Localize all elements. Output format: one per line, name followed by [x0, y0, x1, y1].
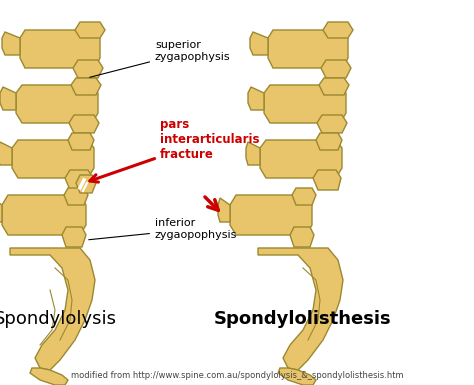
- Text: modified from http://www.spine.com.au/spondylolysis_&_spondylolisthesis.htm: modified from http://www.spine.com.au/sp…: [71, 371, 403, 380]
- Polygon shape: [12, 140, 94, 178]
- Polygon shape: [71, 78, 101, 95]
- Polygon shape: [65, 170, 93, 190]
- Text: superior
zygapophysis: superior zygapophysis: [90, 40, 231, 77]
- Polygon shape: [268, 30, 348, 68]
- Polygon shape: [317, 115, 347, 133]
- Polygon shape: [323, 22, 353, 38]
- Polygon shape: [16, 85, 98, 123]
- Polygon shape: [250, 32, 268, 55]
- Polygon shape: [319, 78, 349, 95]
- Text: Spondylolysis: Spondylolysis: [0, 310, 117, 328]
- Polygon shape: [30, 368, 68, 385]
- Polygon shape: [2, 32, 20, 55]
- Polygon shape: [290, 227, 314, 247]
- Polygon shape: [313, 170, 341, 190]
- Polygon shape: [292, 188, 316, 205]
- Text: inferior
zygaopophysis: inferior zygaopophysis: [89, 218, 237, 240]
- Polygon shape: [278, 368, 316, 385]
- Polygon shape: [2, 195, 86, 235]
- Polygon shape: [218, 198, 230, 222]
- Polygon shape: [258, 248, 343, 370]
- Polygon shape: [0, 87, 16, 110]
- Polygon shape: [248, 87, 264, 110]
- Polygon shape: [316, 133, 342, 150]
- Polygon shape: [20, 30, 100, 68]
- Polygon shape: [62, 227, 86, 247]
- Polygon shape: [64, 188, 88, 205]
- Polygon shape: [10, 248, 95, 370]
- Polygon shape: [68, 133, 94, 150]
- Polygon shape: [73, 60, 103, 78]
- Polygon shape: [69, 115, 99, 133]
- Polygon shape: [264, 85, 346, 123]
- Polygon shape: [0, 198, 2, 222]
- Polygon shape: [246, 142, 260, 165]
- Text: Spondylolisthesis: Spondylolisthesis: [214, 310, 392, 328]
- Polygon shape: [76, 175, 96, 193]
- Polygon shape: [321, 60, 351, 78]
- Polygon shape: [260, 140, 342, 178]
- Polygon shape: [75, 22, 105, 38]
- Text: pars
interarticularis
fracture: pars interarticularis fracture: [90, 118, 259, 182]
- Polygon shape: [230, 195, 312, 235]
- Polygon shape: [0, 142, 12, 165]
